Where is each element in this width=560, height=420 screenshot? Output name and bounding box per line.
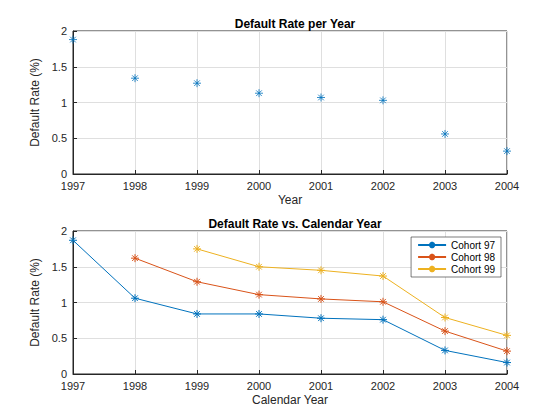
svg-text:0: 0 — [61, 168, 67, 180]
svg-text:1998: 1998 — [123, 180, 147, 192]
svg-text:Default Rate per Year: Default Rate per Year — [235, 17, 356, 31]
svg-text:Cohort 97: Cohort 97 — [451, 240, 495, 251]
svg-text:Cohort 99: Cohort 99 — [451, 264, 495, 275]
svg-text:Default Rate vs. Calendar Year: Default Rate vs. Calendar Year — [208, 217, 382, 231]
svg-text:Default Rate (%): Default Rate (%) — [28, 58, 42, 147]
svg-text:2001: 2001 — [309, 180, 333, 192]
svg-text:1997: 1997 — [61, 380, 85, 392]
svg-text:0: 0 — [61, 368, 67, 380]
svg-text:1998: 1998 — [123, 380, 147, 392]
svg-text:1.5: 1.5 — [52, 261, 67, 273]
svg-text:0.5: 0.5 — [52, 132, 67, 144]
svg-text:Cohort 98: Cohort 98 — [451, 252, 495, 263]
svg-text:1999: 1999 — [185, 180, 209, 192]
svg-text:2004: 2004 — [495, 180, 519, 192]
svg-text:Default Rate (%): Default Rate (%) — [28, 258, 42, 347]
svg-text:1999: 1999 — [185, 380, 209, 392]
svg-text:1.5: 1.5 — [52, 61, 67, 73]
svg-text:2002: 2002 — [371, 380, 395, 392]
svg-text:2: 2 — [61, 225, 67, 237]
svg-text:Year: Year — [278, 193, 302, 207]
svg-text:2: 2 — [61, 25, 67, 37]
svg-text:2000: 2000 — [247, 180, 271, 192]
svg-text:1: 1 — [61, 97, 67, 109]
svg-text:2001: 2001 — [309, 380, 333, 392]
svg-text:1997: 1997 — [61, 180, 85, 192]
svg-text:2003: 2003 — [433, 380, 457, 392]
svg-text:Calendar Year: Calendar Year — [252, 393, 328, 407]
svg-text:2000: 2000 — [247, 380, 271, 392]
svg-text:1: 1 — [61, 297, 67, 309]
svg-text:2002: 2002 — [371, 180, 395, 192]
svg-text:2004: 2004 — [495, 380, 519, 392]
svg-text:2003: 2003 — [433, 180, 457, 192]
svg-text:0.5: 0.5 — [52, 332, 67, 344]
